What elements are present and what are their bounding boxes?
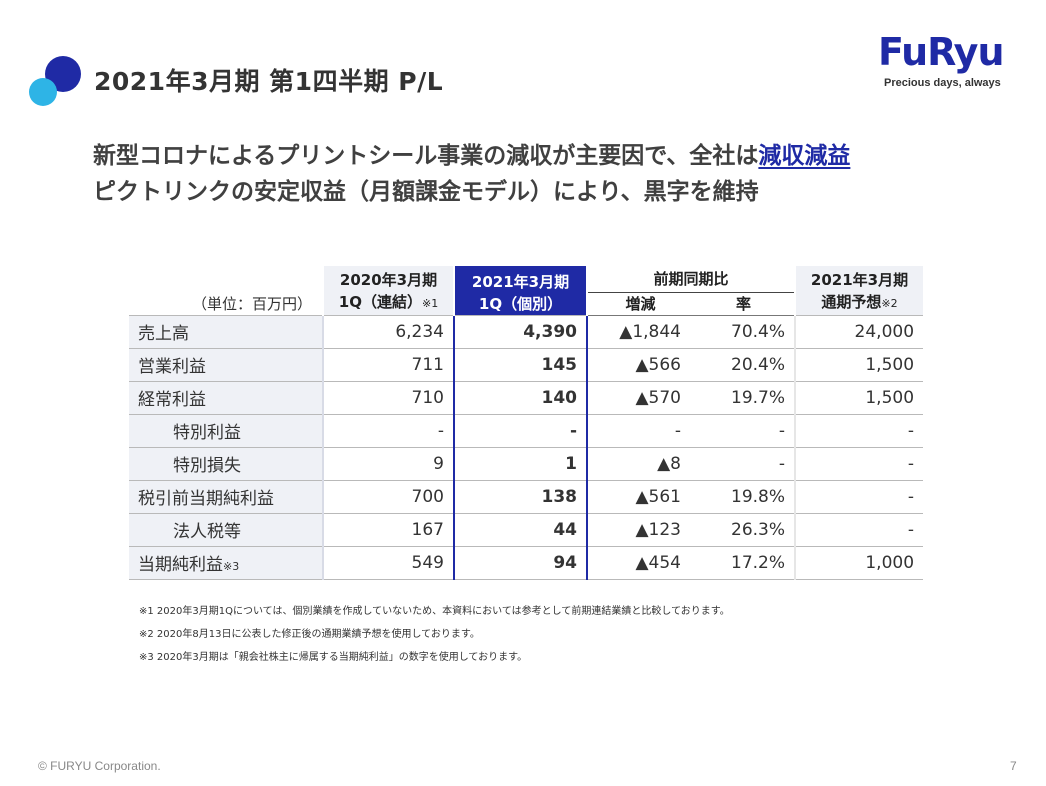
row-label: 特別利益 [129,413,323,447]
cell-rate: 19.7% [693,380,796,414]
cell-prev: 167 [322,512,454,546]
headline-line-1-text: 新型コロナによるプリントシール事業の減収が主要因で、全社は [93,143,759,169]
row-label: 当期純利益※3 [129,545,323,580]
logo-tagline: Precious days, always [884,77,1001,89]
cell-prev: - [322,413,454,447]
cell-forecast: - [794,413,924,447]
cell-forecast: - [794,479,924,513]
cell-change: ▲454 [587,545,693,580]
header-cur-line1: 2021年3月期 [471,272,570,291]
table-row: 売上高 6,234 4,390 ▲1,844 70.4% 24,000 [129,314,924,348]
header-current-period: 2021年3月期 1Q（個別） [453,266,587,315]
cell-forecast: 24,000 [794,314,924,348]
copyright: © FURYU Corporation. [38,759,161,773]
cell-forecast: 1,500 [794,347,924,381]
cell-forecast: 1,500 [794,380,924,414]
header-prev-line2-wrap: 1Q（連結）※1 [324,291,453,315]
logo-wordmark: FuRyu [878,30,1004,74]
row-label: 営業利益 [129,347,323,381]
footnote-3: ※3 2020年3月期は「親会社株主に帰属する当期純利益」の数字を使用しておりま… [139,652,528,663]
footnotes: ※1 2020年3月期1Qについては、個別業績を作成していないため、本資料におい… [139,600,730,669]
unit-label: （単位：百万円） [129,266,323,315]
cell-prev: 711 [322,347,454,381]
cell-rate: 17.2% [693,545,796,580]
cell-rate: - [693,446,796,480]
cell-change: ▲570 [587,380,693,414]
row-label: 特別損失 [129,446,323,480]
footnote-2: ※2 2020年8月13日に公表した修正後の通期業績予想を使用しております。 [139,629,480,640]
cell-rate: 26.3% [693,512,796,546]
header-fc-line1: 2021年3月期 [810,270,909,289]
table-row: 特別損失 9 1 ▲8 - - [129,446,924,480]
cell-current: - [453,413,588,447]
table-row: 法人税等 167 44 ▲123 26.3% - [129,512,924,546]
cell-current: 44 [453,512,588,546]
table-row: 当期純利益※3 549 94 ▲454 17.2% 1,000 [129,545,924,580]
cell-current: 138 [453,479,588,513]
furyu-logo: FuRyu Precious days, always [872,30,1022,94]
page-title: 2021年3月期 第1四半期 P/L [94,67,444,96]
header-prev-line2: 1Q（連結） [338,292,422,311]
cell-current: 145 [453,347,588,381]
header-fc-line2-wrap: 通期予想※2 [796,291,923,315]
headline-highlight: 減収減益 [758,143,851,169]
cell-prev: 9 [322,446,454,480]
cell-prev: 710 [322,380,454,414]
cell-rate: 19.8% [693,479,796,513]
cell-change: ▲123 [587,512,693,546]
row-label-note: ※3 [223,560,240,573]
header-cur-line2: 1Q（個別） [478,294,563,313]
cell-change: ▲561 [587,479,693,513]
cell-change: - [587,413,693,447]
row-label: 経常利益 [129,380,323,414]
header-prev-note: ※1 [421,296,439,310]
cell-change: ▲8 [587,446,693,480]
row-label: 売上高 [129,314,323,348]
header-full-year-forecast: 2021年3月期 通期予想※2 [794,266,924,315]
page-number: 7 [1010,759,1017,773]
header-fc-line2: 通期予想 [821,292,882,311]
table-row: 税引前当期純利益 700 138 ▲561 19.8% - [129,479,924,513]
pl-table: （単位：百万円） 2020年3月期 1Q（連結）※1 2021年3月期 1Q（個… [129,266,924,580]
headline-line-1: 新型コロナによるプリントシール事業の減収が主要因で、全社は減収減益 [93,138,850,174]
header-change: 増減 [586,292,693,316]
cell-rate: 70.4% [693,314,796,348]
cell-current: 1 [453,446,588,480]
cell-change: ▲566 [587,347,693,381]
cell-rate: - [693,413,796,447]
cell-prev: 549 [322,545,454,580]
header-yoy-comparison: 前期同期比 [585,266,796,293]
cell-prev: 6,234 [322,314,454,348]
table-row: 営業利益 711 145 ▲566 20.4% 1,500 [129,347,924,381]
cell-forecast: 1,000 [794,545,924,580]
table-row: 経常利益 710 140 ▲570 19.7% 1,500 [129,380,924,414]
cell-current: 140 [453,380,588,414]
header-rate: 率 [693,292,796,316]
header-prev-line1: 2020年3月期 [339,270,438,289]
table-row: 特別利益 - - - - - [129,413,924,447]
cell-forecast: - [794,446,924,480]
row-label: 税引前当期純利益 [129,479,323,513]
header-fc-note: ※2 [881,296,898,310]
row-label-text: 当期純利益 [138,555,223,575]
footnote-1: ※1 2020年3月期1Qについては、個別業績を作成していないため、本資料におい… [139,606,730,617]
decorative-dot-cyan [29,78,57,106]
cell-current: 94 [453,545,588,580]
cell-current: 4,390 [453,314,588,348]
cell-change: ▲1,844 [587,314,693,348]
headline-line-2: ピクトリンクの安定収益（月額課金モデル）により、黒字を維持 [93,179,759,205]
row-label: 法人税等 [129,512,323,546]
cell-rate: 20.4% [693,347,796,381]
cell-prev: 700 [322,479,454,513]
headline: 新型コロナによるプリントシール事業の減収が主要因で、全社は減収減益 ピクトリンク… [93,138,850,210]
cell-forecast: - [794,512,924,546]
header-prev-period: 2020年3月期 1Q（連結）※1 [322,266,454,315]
